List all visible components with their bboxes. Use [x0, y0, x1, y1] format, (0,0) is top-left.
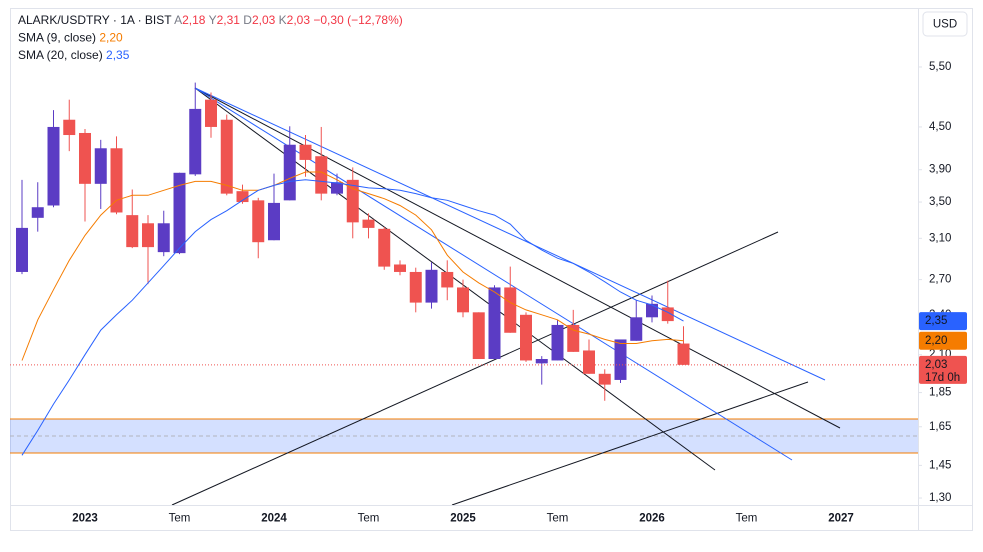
- ohlc-key: Y: [209, 13, 217, 27]
- y-tick-label: 5,50: [929, 61, 951, 73]
- candle-body: [425, 269, 438, 303]
- candle-body: [126, 215, 139, 248]
- x-tick-label: 2023: [72, 513, 98, 525]
- y-tick-label: 3,90: [929, 164, 951, 176]
- price-badge-label: 2,20: [925, 335, 947, 347]
- y-tick-label: 3,50: [929, 196, 951, 208]
- plot-area: [10, 82, 918, 506]
- price-badge-countdown: 17d 0h: [925, 372, 960, 384]
- candle-body: [16, 227, 28, 272]
- ohlc-value: 2,03: [287, 13, 311, 27]
- candle-body: [94, 148, 107, 184]
- candle-body: [551, 324, 564, 361]
- candle-body: [567, 324, 580, 352]
- y-tick-label: 1,30: [929, 492, 951, 504]
- candle-body: [535, 359, 548, 364]
- trend-line: [451, 381, 809, 506]
- x-tick-label: Tem: [169, 513, 191, 525]
- candle-body: [63, 119, 76, 136]
- currency[interactable]: USD: [933, 19, 957, 31]
- candle-body: [205, 99, 217, 127]
- candle-body: [173, 172, 186, 254]
- legend-value: 2,20: [99, 31, 123, 45]
- legend-header: ALARK/USDTRY · 1A · BIST A2,18 Y2,31 D2,…: [18, 13, 403, 27]
- candle-body: [488, 287, 501, 360]
- candle-body: [630, 317, 643, 341]
- candle-body: [79, 132, 91, 184]
- trend-line: [194, 87, 716, 471]
- candle-body: [189, 108, 202, 175]
- x-tick-label: Tem: [736, 513, 758, 525]
- y-tick-label: 3,10: [929, 232, 951, 244]
- x-tick-label: 2026: [639, 513, 665, 525]
- trend-line: [194, 87, 826, 381]
- candle-body: [142, 223, 154, 248]
- candle-body: [299, 144, 312, 160]
- y-tick-label: 4,50: [929, 121, 951, 133]
- candle-body: [394, 264, 406, 272]
- candle-body: [598, 373, 611, 385]
- candle-body: [677, 343, 690, 365]
- trend-line: [194, 87, 841, 429]
- legend-value: 2,35: [106, 48, 130, 62]
- ohlc-value: 2,18: [182, 13, 206, 27]
- y-tick-label: 1,45: [929, 459, 951, 471]
- ohlc-value: 2,31: [217, 13, 241, 27]
- candle-body: [504, 287, 517, 333]
- y-tick-label: 1,85: [929, 387, 951, 399]
- ohlc-value: 2,03: [252, 13, 276, 27]
- candle-body: [409, 271, 422, 303]
- price-badge-label: 2,03: [925, 359, 947, 371]
- y-tick-label: 1,65: [929, 421, 951, 433]
- change: −0,30 (−12,78%): [313, 13, 402, 27]
- price-badge: [919, 355, 967, 384]
- candle-body: [457, 287, 469, 313]
- price-badge: [919, 312, 967, 331]
- sma-line: [21, 171, 684, 361]
- candle-body: [47, 126, 60, 206]
- candle-body: [346, 179, 359, 223]
- x-tick-label: Tem: [547, 513, 569, 525]
- price-badge: [919, 331, 967, 350]
- y-tick-label: 2,70: [929, 274, 951, 286]
- trend-line: [171, 231, 779, 506]
- candle-body: [110, 148, 123, 213]
- candle-body: [252, 200, 265, 243]
- candle-body: [268, 202, 280, 241]
- ohlc-key: D: [243, 13, 252, 27]
- candle-body: [331, 182, 343, 194]
- legend-name: SMA (20, close): [18, 48, 103, 62]
- candle-body: [614, 339, 627, 380]
- candle-body: [283, 144, 296, 201]
- currency-button[interactable]: [922, 11, 968, 37]
- x-tick-label: Tem: [358, 513, 380, 525]
- candle-body: [583, 350, 595, 374]
- candle-body: [472, 312, 485, 360]
- candle-body: [362, 219, 375, 228]
- x-tick-label: 2024: [261, 513, 287, 525]
- legend-name: SMA (9, close): [18, 31, 96, 45]
- candle-body: [31, 207, 44, 218]
- candle-body: [646, 303, 658, 318]
- frame: [10, 8, 973, 531]
- x-tick-label: 2025: [450, 513, 476, 525]
- candle-body: [220, 119, 233, 194]
- candle-body: [378, 228, 391, 267]
- legend-entry: SMA (9, close) 2,20: [18, 31, 123, 45]
- candle-body: [236, 191, 249, 203]
- candle-body: [441, 271, 454, 288]
- ohlc-key: K: [279, 13, 287, 27]
- candle-body: [520, 314, 532, 361]
- x-tick-label: 2027: [828, 513, 854, 525]
- sma-line: [21, 179, 684, 456]
- legend-entry: SMA (20, close) 2,35: [18, 48, 130, 62]
- candle-body: [315, 156, 328, 194]
- candle-body: [157, 223, 170, 253]
- title: ALARK/USDTRY · 1A · BIST: [18, 13, 172, 27]
- ohlc-key: A: [174, 13, 182, 27]
- price-badge-label: 2,35: [925, 315, 947, 327]
